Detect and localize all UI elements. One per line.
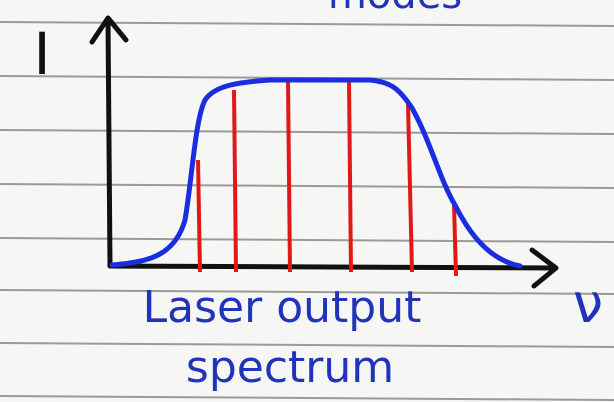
header-title: modes [328,0,462,18]
y-axis-label: I [33,20,50,88]
x-axis-label: ν [573,272,603,335]
caption-line2: spectrum [186,342,394,393]
notebook-sketch: modes I ν Laser output spectrum [0,0,614,402]
caption-line1: Laser output [143,282,422,333]
